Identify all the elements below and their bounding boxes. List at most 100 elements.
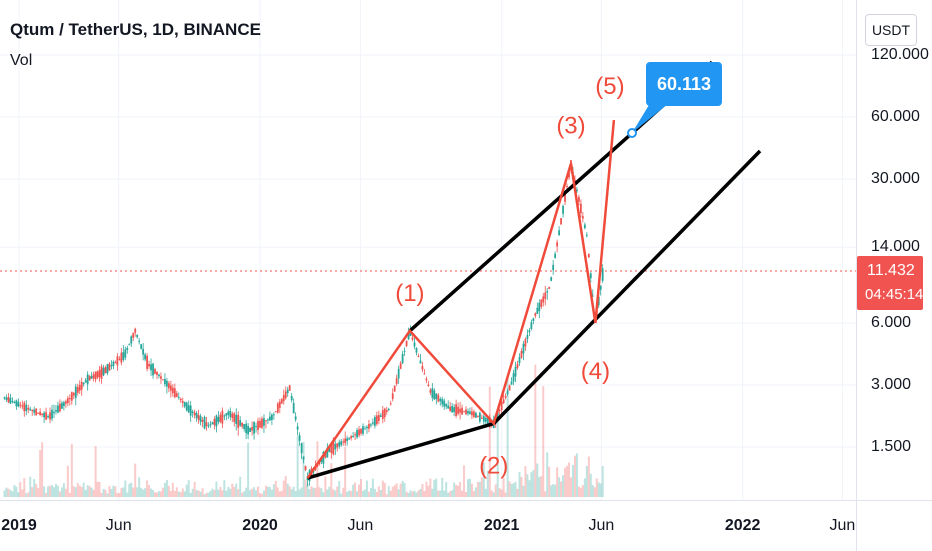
time-scale[interactable]: 2019 Jun 2020 Jun 2021 Jun 2022 Jun xyxy=(0,500,856,551)
candle-body xyxy=(27,407,30,410)
volume-bar xyxy=(506,379,509,497)
candle-body xyxy=(296,426,299,430)
volume-bar xyxy=(393,485,396,497)
candle-body xyxy=(520,351,523,358)
volume-bar xyxy=(330,463,333,497)
target-price-callout[interactable]: 60.113 xyxy=(646,62,722,106)
candle-body xyxy=(429,389,432,393)
volume-bar xyxy=(490,490,493,497)
wave-label[interactable]: (2) xyxy=(479,453,508,480)
candle-body xyxy=(282,395,285,402)
candle-body xyxy=(475,412,477,418)
time-tick: Jun xyxy=(105,517,132,534)
candle-body xyxy=(43,412,45,418)
candle-body xyxy=(554,253,557,259)
candle-body xyxy=(576,189,578,192)
volume-bar xyxy=(298,489,301,497)
candle-body xyxy=(245,423,248,434)
candle-body xyxy=(142,348,145,355)
volume-bar xyxy=(88,486,91,497)
volume-bar xyxy=(257,486,260,497)
candle-body xyxy=(25,404,28,411)
candle-body xyxy=(203,416,206,429)
candle-body xyxy=(197,414,200,420)
candle-body xyxy=(106,364,109,374)
volume-bar xyxy=(7,488,10,497)
candle-body xyxy=(128,344,131,346)
wave-label[interactable]: (3) xyxy=(556,112,585,139)
candle-body xyxy=(516,363,519,368)
volume-bar xyxy=(550,485,553,497)
candle-body xyxy=(546,291,549,293)
volume-bar xyxy=(249,490,252,497)
candle-body xyxy=(64,401,67,404)
candle-body xyxy=(504,396,507,398)
volume-bar xyxy=(132,487,135,497)
candle-body xyxy=(431,388,434,398)
candle-body xyxy=(348,438,351,440)
chart-svg[interactable]: (1) (2) (3) (4) (5) xyxy=(0,0,856,500)
candle-body xyxy=(276,403,279,413)
lower-channel-line xyxy=(492,149,762,425)
volume-bar xyxy=(37,488,40,497)
candle-body xyxy=(373,417,376,426)
candle-body xyxy=(397,368,400,379)
candle-body xyxy=(162,379,164,381)
candle-body xyxy=(358,429,360,436)
volume-bar xyxy=(413,490,416,497)
currency-badge[interactable]: USDT xyxy=(865,14,917,46)
candle-body xyxy=(534,313,537,316)
candle-body xyxy=(9,397,12,404)
volume-bar xyxy=(262,490,265,497)
volume-bar xyxy=(461,490,464,497)
candle-body xyxy=(211,422,214,425)
symbol-title[interactable]: Qtum / TetherUS, 1D, BINANCE xyxy=(10,20,261,39)
candle-body xyxy=(368,423,370,429)
candle-body xyxy=(7,397,10,403)
volume-legend[interactable]: Vol xyxy=(10,52,33,69)
volume-bar xyxy=(566,465,569,497)
price-scale[interactable]: 280.000120.00060.00030.00014.0006.0003.0… xyxy=(856,0,932,500)
volume-bar xyxy=(155,492,158,497)
volume-bar xyxy=(294,490,297,497)
candle-body xyxy=(270,414,273,420)
candle-body xyxy=(581,216,584,219)
candle-body xyxy=(332,441,335,455)
wave-label[interactable]: (1) xyxy=(395,280,424,307)
volume-bar xyxy=(201,488,204,497)
candle-body xyxy=(552,264,555,271)
candle-body xyxy=(508,385,511,391)
wave-label[interactable]: (5) xyxy=(595,73,624,100)
volume-bar xyxy=(498,488,501,497)
volume-bar xyxy=(175,487,178,497)
candle-body xyxy=(403,350,406,352)
candle-body xyxy=(138,340,141,342)
candle-body xyxy=(189,405,192,416)
volume-bar xyxy=(346,491,349,497)
time-tick: Jun xyxy=(588,517,615,534)
volume-bar xyxy=(459,482,462,497)
wave-label[interactable]: (4) xyxy=(581,358,610,385)
volume-bar xyxy=(389,490,392,497)
volume-bar xyxy=(328,486,331,497)
candle-body xyxy=(441,399,444,405)
price-tick: 120.000 xyxy=(871,46,929,64)
candle-body xyxy=(229,411,232,417)
candle-body xyxy=(269,416,271,421)
volume-bar xyxy=(510,483,513,497)
candle-body xyxy=(532,318,535,322)
volume-bar xyxy=(213,489,216,497)
candle-body xyxy=(433,390,436,400)
candle-body xyxy=(267,419,269,421)
volume-bar xyxy=(318,487,321,497)
candle-body xyxy=(154,369,156,374)
volume-bar xyxy=(429,478,432,497)
candle-body xyxy=(11,400,14,402)
volume-bar xyxy=(583,478,586,497)
candle-body xyxy=(80,381,83,390)
chart-area[interactable]: (1) (2) (3) (4) (5) Qtum / TetherUS, 1D, BIN… xyxy=(0,0,856,500)
volume-bar xyxy=(165,479,168,497)
candle-body xyxy=(231,413,234,418)
volume-bar xyxy=(43,486,46,497)
wave-polyline xyxy=(306,119,616,479)
